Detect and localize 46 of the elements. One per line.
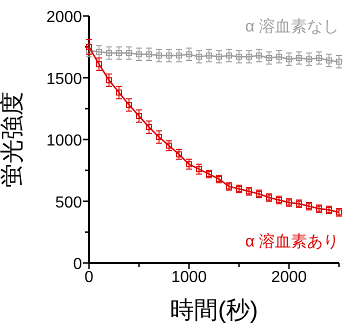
point <box>286 56 292 62</box>
x-tick-label: 2000 <box>271 269 307 286</box>
point <box>326 57 332 64</box>
point <box>336 58 342 65</box>
point <box>206 52 212 59</box>
point <box>126 50 132 56</box>
point <box>146 51 152 58</box>
point <box>156 52 162 59</box>
point <box>116 90 122 96</box>
series-label: α 溶血素あり <box>245 232 339 250</box>
y-tick-label: 2000 <box>46 9 82 26</box>
x-axis-title: 時間(秒) <box>170 297 258 324</box>
series-label: α 溶血素なし <box>245 18 339 36</box>
point <box>106 50 112 56</box>
point <box>166 52 172 59</box>
x-tick-label: 1000 <box>171 269 207 286</box>
point <box>196 54 202 60</box>
x-tick-label: 0 <box>84 269 94 286</box>
point <box>126 102 132 108</box>
y-tick-label: 500 <box>55 194 82 212</box>
point <box>266 54 272 61</box>
point <box>156 134 162 140</box>
point <box>96 48 102 55</box>
y-tick-label: 1500 <box>46 70 82 88</box>
point <box>316 54 322 61</box>
point <box>216 54 222 60</box>
point <box>146 124 152 130</box>
point <box>306 56 312 62</box>
y-tick-label: 1000 <box>46 132 82 150</box>
point <box>136 113 142 120</box>
point <box>256 52 262 59</box>
point <box>186 51 192 58</box>
point <box>136 51 142 58</box>
point <box>116 50 122 56</box>
point <box>236 54 242 60</box>
point <box>226 52 232 59</box>
point <box>86 44 92 50</box>
point <box>176 52 182 59</box>
y-tick-label: 0 <box>73 256 82 273</box>
point <box>86 48 92 54</box>
point <box>96 61 102 68</box>
point <box>276 54 282 60</box>
point <box>296 54 302 61</box>
point <box>106 77 112 84</box>
point <box>246 54 252 60</box>
y-axis-title: 蛍光強度 <box>0 92 26 188</box>
